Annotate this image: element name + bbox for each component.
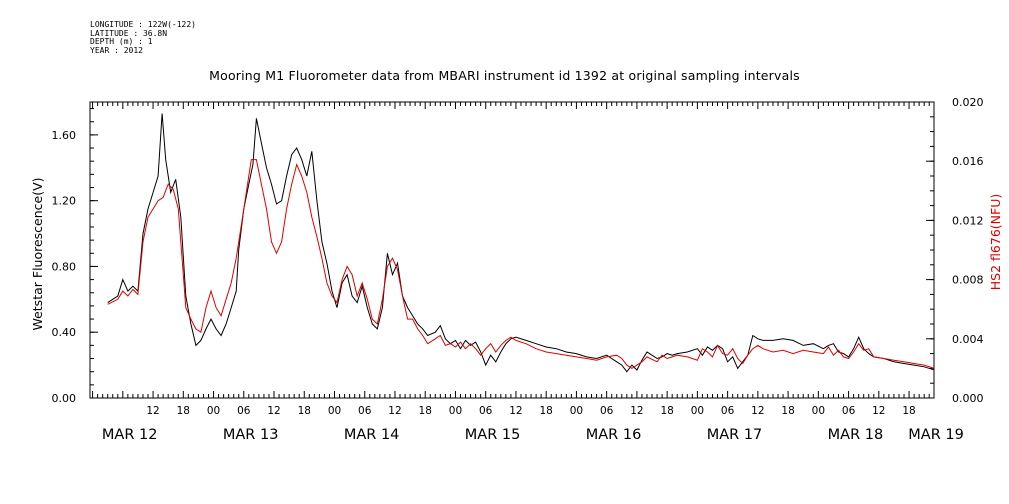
x-hour-tick-label: 00 [570,405,583,417]
x-hour-tick-label: 18 [419,405,432,417]
x-hour-tick-label: 18 [781,405,794,417]
depth-text: DEPTH (m) : 1 [90,37,153,47]
y-left-tick-label: 0.40 [52,326,77,339]
x-day-label: MAR 12 [102,427,158,443]
x-hour-tick-label: 06 [237,405,251,417]
x-hour-tick-label: 06 [358,405,372,417]
y-right-tick-label: 0.004 [952,333,984,346]
x-hour-tick-label: 06 [600,405,614,417]
longitude-text: LONGITUDE : 122W(-122) [90,20,196,29]
metadata-block: LONGITUDE : 122W(-122) LATITUDE : 36.8N … [90,20,196,55]
x-hour-tick-label: 12 [388,405,401,417]
x-hour-tick-label: 06 [842,405,856,417]
x-day-label: MAR 17 [707,427,763,443]
series-line-hs2 [107,159,934,369]
x-hour-tick-label: 00 [691,405,704,417]
x-hour-tick-label: 18 [902,405,915,417]
plot-frame [89,101,935,399]
x-hour-tick-label: 06 [721,405,735,417]
x-day-label: MAR 19 [908,427,964,443]
x-day-label: MAR 13 [223,427,279,443]
x-hour-tick-label: 12 [509,405,522,417]
x-day-label: MAR 14 [344,427,400,443]
x-hour-tick-label: 12 [872,405,885,417]
x-hour-tick-label: 00 [812,405,825,417]
y-right-tick-label: 0.012 [952,214,984,227]
x-hour-tick-label: 12 [630,405,643,417]
latitude-text: LATITUDE : 36.8N [90,28,168,38]
x-hour-tick-label: 00 [449,405,462,417]
y-left-tick-label: 1.20 [52,195,77,208]
x-hour-tick-label: 12 [267,405,280,417]
x-hour-tick-label: 12 [146,405,159,417]
x-day-label: MAR 16 [586,427,642,443]
year-text: YEAR : 2012 [90,45,143,55]
x-day-label: MAR 18 [828,427,884,443]
x-day-label: MAR 15 [465,427,521,443]
y-right-tick-label: 0.008 [952,274,984,287]
y-right-tick-label: 0.000 [952,392,984,405]
y-left-axis-label: Wetstar Fluorescence(V) [30,177,45,330]
x-hour-tick-label: 06 [479,405,493,417]
y-left-tick-label: 0.00 [52,392,77,405]
x-hour-tick-label: 00 [207,405,220,417]
chart-title: Mooring M1 Fluorometer data from MBARI i… [209,68,800,83]
y-right-tick-label: 0.016 [952,155,984,168]
x-hour-tick-label: 00 [328,405,341,417]
y-right-tick-label: 0.020 [952,96,984,109]
y-right-axis-label: HS2 fl676(NFU) [988,194,1003,290]
x-hour-tick-label: 18 [177,405,190,417]
y-left-tick-label: 1.60 [52,129,77,142]
series-line-wetstar [107,113,934,373]
x-hour-tick-label: 18 [660,405,673,417]
x-hour-tick-label: 18 [298,405,311,417]
x-hour-tick-label: 12 [751,405,764,417]
y-left-tick-label: 0.80 [52,260,77,273]
x-hour-tick-label: 18 [539,405,552,417]
